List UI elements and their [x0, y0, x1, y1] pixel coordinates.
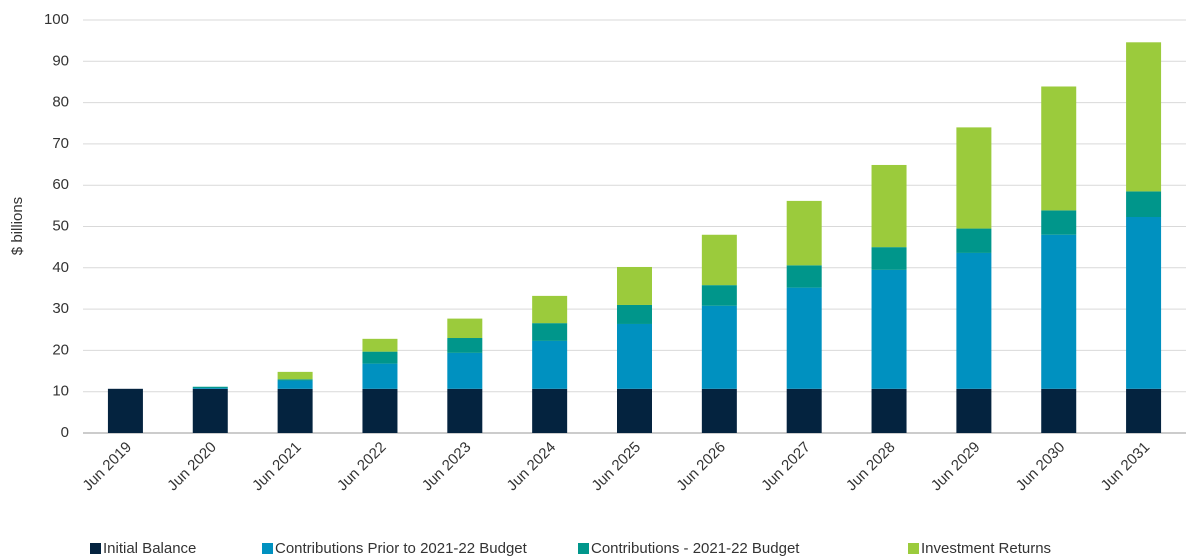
bar-segment [786, 200, 822, 266]
x-tick-label: Jun 2020 [164, 439, 220, 495]
legend-label: Contributions Prior to 2021-22 Budget [275, 540, 528, 557]
bar-segment [277, 388, 313, 433]
y-tick-label: 20 [52, 341, 69, 358]
y-tick-label: 80 [52, 94, 69, 111]
bar-segment [1041, 210, 1077, 235]
bar-segment [192, 386, 228, 388]
bar-segment [1126, 191, 1162, 218]
legend-swatch [578, 543, 589, 554]
bar-segment [107, 388, 143, 433]
bar-segment [956, 228, 992, 253]
x-tick-label: Jun 2022 [334, 439, 390, 495]
bar-segment [1126, 388, 1162, 433]
bar-segment [786, 388, 822, 433]
bar-segment [1041, 234, 1077, 389]
bar-segment [617, 388, 652, 433]
y-axis-title: $ billions [9, 197, 26, 255]
x-tick-label: Jun 2028 [843, 439, 899, 495]
bar-segment [192, 387, 228, 389]
bar-segment [871, 269, 907, 389]
bar-segment [362, 338, 398, 352]
bar-segment [362, 388, 398, 433]
legend-label: Initial Balance [103, 540, 196, 557]
x-tick-label: Jun 2025 [588, 439, 644, 495]
bar-segment [447, 338, 483, 353]
x-tick-label: Jun 2027 [758, 439, 814, 495]
x-tick-label: Jun 2030 [1013, 439, 1069, 495]
x-tick-label: Jun 2026 [673, 439, 729, 495]
legend-swatch [908, 543, 919, 554]
y-tick-label: 100 [44, 11, 69, 28]
legend-label: Contributions - 2021-22 Budget [591, 540, 800, 557]
y-tick-label: 60 [52, 176, 69, 193]
bar-segment [956, 388, 992, 433]
bar-segment [532, 340, 568, 389]
bar-segment [1041, 388, 1077, 433]
bar-segment [617, 323, 652, 389]
bar-segment [786, 265, 822, 288]
bar-segment [277, 379, 313, 381]
bar-segment [956, 252, 992, 389]
bar-segment [786, 287, 822, 389]
y-tick-label: 10 [52, 383, 69, 400]
bar-segment [871, 164, 907, 248]
bar-segment [1126, 42, 1162, 192]
x-tick-label: Jun 2031 [1098, 439, 1154, 495]
legend-swatch [90, 543, 101, 554]
x-tick-label: Jun 2029 [928, 439, 984, 495]
y-tick-label: 40 [52, 259, 69, 276]
bar-segment [277, 371, 313, 380]
bar-segment [447, 352, 483, 389]
y-tick-label: 90 [52, 52, 69, 69]
x-tick-label: Jun 2024 [504, 439, 560, 495]
bar-segment [871, 247, 907, 270]
bar-segment [956, 127, 992, 229]
bar-segment [532, 323, 568, 341]
bar-segment [362, 363, 398, 389]
bar-segment [1041, 86, 1077, 211]
y-tick-label: 70 [52, 135, 69, 152]
bar-segment [192, 388, 228, 433]
legend-label: Investment Returns [921, 540, 1051, 557]
bar-segment [701, 234, 737, 286]
bar-segment [617, 266, 652, 305]
bar-segment [871, 388, 907, 433]
bar-segment [362, 351, 398, 364]
bar-segment [532, 388, 568, 433]
bar-segment [532, 295, 568, 324]
bar-segment [701, 388, 737, 433]
bar-segment [447, 318, 483, 339]
bar-segment [701, 305, 737, 389]
y-tick-label: 30 [52, 300, 69, 317]
bar-segment [1126, 217, 1162, 389]
y-tick-label: 0 [61, 424, 69, 441]
y-tick-label: 50 [52, 217, 69, 234]
x-tick-label: Jun 2019 [79, 439, 135, 495]
x-tick-label: Jun 2023 [419, 439, 475, 495]
bar-segment [447, 388, 483, 433]
bar-segment [277, 380, 313, 389]
x-tick-label: Jun 2021 [249, 439, 305, 495]
legend-swatch [262, 543, 273, 554]
bar-segment [617, 304, 652, 324]
bar-segment [701, 285, 737, 306]
